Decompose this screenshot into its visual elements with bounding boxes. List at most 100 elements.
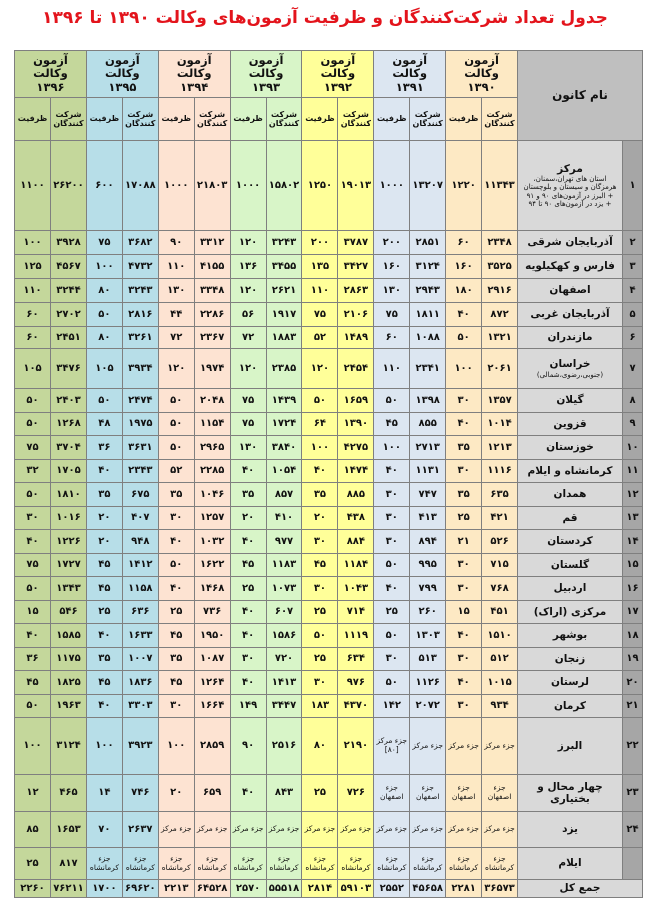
value-cell: ۶۳۶ (121, 599, 159, 624)
total-cell: ۲۲۶۰ (13, 879, 52, 898)
branch-name-text: البرز (557, 739, 583, 752)
value-cell: ۴۵۶۷ (50, 254, 87, 279)
row-number-text: ۱۴ (626, 535, 639, 547)
year-label: ۱۳۹۲ (323, 79, 352, 94)
value-cell: ۵۰ (157, 411, 195, 436)
branch-name: ایلام (517, 847, 623, 880)
value-cell: ۴۱۳ (409, 505, 447, 530)
value-cell: ۹۷۷ (265, 529, 303, 554)
header-name-text: نام کانون (552, 87, 608, 102)
value-cell: ۳۵ (157, 646, 195, 671)
value-cell: ۱۳۰۳ (409, 623, 447, 648)
value-cell: ۷۵ (301, 302, 339, 327)
total-cell: ۲۲۱۳ (157, 879, 195, 898)
value-cell: ۹۷۶ (337, 670, 375, 695)
value-cell: ۷۱۵ (481, 552, 518, 577)
value-cell: ۸۰ (85, 278, 123, 303)
value-cell: ۳۰ (373, 505, 411, 530)
value-cell: جزء اصفهان (409, 774, 447, 812)
row-number-text: ۸ (629, 394, 636, 406)
value-cell: ۳۶ (13, 646, 52, 671)
value-cell: ۱۲۵۷ (193, 505, 231, 530)
value-cell: ۱۰۴۶ (193, 482, 231, 507)
branch-note: (جنوبی،رضوی،شمالی) (536, 370, 604, 379)
value-cell: ۲۵۱۶ (265, 717, 303, 775)
branch-name-text: چهار محال و بختیاری (537, 780, 603, 805)
value-cell: ۱۶۶۴ (193, 693, 231, 718)
value-cell: ۴۰ (373, 576, 411, 601)
value-cell: ۱۵۱۰ (481, 623, 518, 648)
value-cell: جزء کرمانشاه (157, 847, 195, 880)
branch-name-text: خراسان (549, 358, 591, 371)
value-cell: ۳۰ (373, 646, 411, 671)
value-cell: ۱۰۰ (85, 254, 123, 279)
value-cell: ۳۰ (445, 576, 483, 601)
value-cell: ۷۲۶ (337, 774, 375, 812)
value-cell: ۳۰ (301, 670, 339, 695)
value-cell: ۵۰ (13, 482, 52, 507)
data-row: ۴ اصفهان ۲۹۱۶ ۱۸۰ ۲۹۴۳ ۱۳۰ ۲۸۶۳ ۱۱۰ ۲۶۲۱ ۱۲۰ ۳۳۴۸ ۱… (13, 278, 643, 303)
value-cell: ۹۰ (229, 717, 267, 775)
data-row: ۲۱ کرمان ۹۳۴ ۳۰ ۲۰۷۲ ۱۴۲ ۴۳۷۰ ۱۸۳ ۳۴۴۷ ۱۴۹ ۱۶۶۴ ۳۰ ۳… (13, 693, 643, 718)
value-cell: ۸۵۷ (265, 482, 303, 507)
value-cell: ۵۴۶ (50, 599, 87, 624)
value-cell: ۴۰ (85, 623, 123, 648)
title: جدول تعداد شرکت‌کنندگان و ظرفیت آزمون‌ها… (42, 8, 608, 28)
exam-label: آزمون وکالت (105, 53, 140, 81)
row-number-text: ۲۳ (626, 787, 639, 799)
value-cell: ۷۲ (157, 326, 195, 349)
row-number (622, 847, 643, 880)
total-cell: ۵۹۱۰۳ (337, 879, 375, 898)
year-label: ۱۳۹۱ (395, 79, 424, 94)
value-cell: جزء کرمانشاه (193, 847, 231, 880)
value-cell: ۱۰۵ (13, 348, 52, 389)
value-cell: ۱۱۷۵ (50, 646, 87, 671)
header-name: نام کانون (517, 50, 643, 141)
row-number: ۳ (622, 254, 643, 279)
value-cell: ۱۵۸۵ (50, 623, 87, 648)
value-cell: ۲۹۱۶ (481, 278, 518, 303)
value-cell: جزء کرمانشاه (373, 847, 411, 880)
value-cell: ۱۰۰۰ (229, 140, 267, 231)
subheader-row: شرکت کنندگان ظرفیت شرکت کنندگان ظرفیت شرکت ک… (13, 97, 643, 141)
row-number-text: ۱۱ (626, 465, 639, 476)
value-cell: ۲۲۸۵ (193, 458, 231, 483)
value-cell: ۲۷۱۳ (409, 435, 447, 460)
value-cell: ۱۱۸۴ (337, 552, 375, 577)
value-cell: جزء مرکز [۸۰] (373, 717, 411, 775)
value-cell: ۳۷۸۷ (337, 230, 375, 255)
row-number: ۴ (622, 278, 643, 303)
branch-name: کردستان (517, 529, 623, 554)
value-cell: ۵۰ (13, 411, 52, 436)
value-cell: ۱۲۱۳ (481, 435, 518, 460)
data-row: ۱۳ قم ۴۲۱ ۲۵ ۴۱۳ ۳۰ ۴۳۸ ۲۰ ۴۱۰ ۲۰ ۱۲۵۷ ۳۰ ۴۰۷ ۲۰ ۱۰۱۶ ۳… (13, 505, 643, 530)
value-cell: ۹۳۴ (481, 693, 518, 718)
value-cell: ۷۵ (13, 552, 52, 577)
value-cell: ۱۱۰۰ (13, 140, 52, 231)
value-cell: ۱۹۱۷ (265, 302, 303, 327)
value-cell: ۵۰ (157, 435, 195, 460)
value-cell: ۱۶۵۹ (337, 388, 375, 413)
row-number-text: ۱۰ (626, 441, 639, 453)
row-number-text: ۱ (629, 179, 636, 191)
value-cell: ۱۲۰ (157, 348, 195, 389)
row-number-text: ۱۹ (626, 653, 639, 664)
row-number-text: ۱۷ (626, 606, 639, 617)
value-cell: ۷۵ (13, 435, 52, 460)
value-cell: ۴۵ (85, 670, 123, 695)
branch-note: + یزد در آزمون‌های ۹۰ تا ۹۴ (528, 199, 612, 208)
row-number: ۱۷ (622, 599, 643, 624)
value-cell: ۳۴۷۶ (50, 348, 87, 389)
value-cell: جزء اصفهان (481, 774, 518, 812)
branch-name-text: یزد (562, 823, 578, 836)
row-number: ۱۲ (622, 482, 643, 507)
value-cell: ۱۴۲ (373, 693, 411, 718)
capacity-header: ظرفیت (157, 97, 195, 141)
value-cell: ۱۴۹ (229, 693, 267, 718)
branch-note: + البرز در آزمون‌های ۹۰ و ۹۱ (526, 191, 614, 200)
value-cell: ۱۰۰ (373, 435, 411, 460)
value-cell: ۱۶۳۳ (121, 623, 159, 648)
value-cell: ۲۴۰۳ (50, 388, 87, 413)
row-number-text: ۹ (629, 418, 636, 429)
value-cell: ۷۲۰ (265, 646, 303, 671)
